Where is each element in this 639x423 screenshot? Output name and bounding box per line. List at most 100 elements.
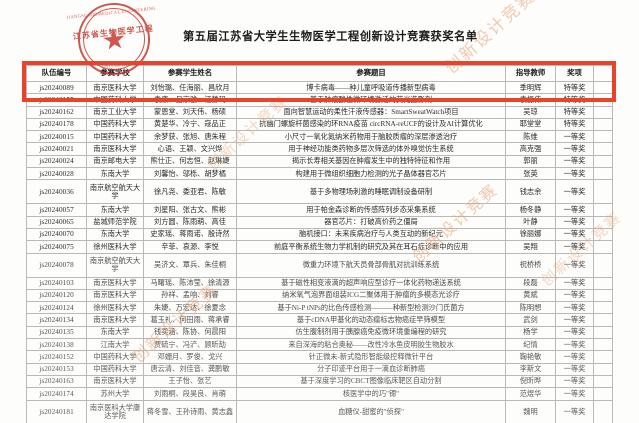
cell-school: 南京邮电大学: [86, 154, 144, 169]
cell-extra: [593, 203, 613, 217]
table-row: js20240057 东南大学 刘星阳、张古文、熊彬 用于帕金森诊断的传感阵列步态采集…: [26, 203, 613, 217]
cell-advisor: 钱志余: [505, 179, 556, 205]
cell-advisor: 郭丽: [505, 154, 556, 169]
cell-award: 一等奖: [555, 301, 594, 315]
cell-advisor: 耶堂堂: [505, 117, 556, 132]
cell-students: 心语、王颖、文兴烨: [143, 142, 237, 156]
table-row: js20240021 南京医科大学 心语、王颖、文兴烨 用于神经功能类药物多层次筛选的…: [26, 142, 613, 156]
cell-advisor: 陈维: [505, 130, 556, 144]
table-row: js20240089 南京医科大学 刘怡璐、任海丽、昌欣月 博卡病毒——种儿童呼吸道传…: [26, 80, 613, 95]
cell-students: 辛菲、哀源、李悦: [143, 240, 237, 254]
table-body: js20240089 南京医科大学 刘怡璐、任海丽、昌欣月 博卡病毒——种儿童呼吸道传…: [26, 80, 613, 423]
cell-team_id: js20240070: [26, 227, 87, 242]
cell-extra: [593, 80, 613, 95]
table-row: js20240181 南京医科大学康达学院 蒋冬雪、王孙诗雨、黄志鑫 血糖仪-甜蜜的"…: [26, 399, 613, 423]
cell-award: 一等奖: [555, 130, 594, 144]
cell-award: 特等奖: [555, 80, 594, 95]
cell-award: 一等奖: [555, 399, 594, 423]
cell-advisor: 李斯文: [505, 362, 556, 376]
column-header-extra: [593, 65, 613, 82]
cell-project: 基于磁性相变液滴的超声响应型诊疗一体化药物递送系统: [236, 276, 506, 290]
cell-team_id: js20240134: [26, 313, 87, 327]
cell-extra: [593, 362, 613, 376]
cell-project: 分子印迹平台用于一滴血诊断肺癌: [236, 362, 506, 376]
cell-school: 中国药科大学: [86, 130, 144, 144]
cell-school: 中国药科大学: [86, 362, 144, 376]
cell-extra: [593, 117, 613, 132]
cell-award: 一等奖: [555, 387, 594, 401]
cell-project: 前庭平衡系统生物力学机制的研究及其在耳石症诊断中的应用: [236, 240, 506, 254]
cell-project: 小尺寸一氧化氮纳米药物用于脑胶质瘤的深层渗透治疗: [236, 130, 506, 144]
cell-project: 针正微未-新式隐形智能级控释微针平台: [236, 350, 506, 364]
cell-students: 贾硫宁、冯浐、顾昕劼: [143, 338, 237, 352]
cell-team_id: js20240138: [26, 338, 87, 352]
cell-extra: [593, 374, 613, 389]
cell-students: 刘怡璐、任海丽、昌欣月: [143, 80, 237, 95]
cell-project: 基于多物理场刺激的睡眠调制设备研制: [236, 179, 506, 205]
cell-team_id: js20240174: [26, 387, 87, 401]
column-header-team-id: 队伍编号: [26, 65, 87, 82]
cell-advisor: 徐丽娜: [505, 227, 556, 242]
seal-outer-text-bottom: UNIVERSITY: [101, 61, 133, 70]
cell-award: 一等奖: [555, 252, 594, 278]
cell-team_id: js20240163: [26, 374, 87, 389]
cell-school: 东南大学: [86, 203, 144, 217]
cell-team_id: js20240124: [26, 301, 87, 315]
table-row: js20240162 南京工业大学 蒙恩堂、刘天伟、杨硕 面向智慧运动的柔性汗液传感器…: [26, 105, 613, 119]
cell-team_id: js20240103: [26, 276, 87, 290]
cell-advisor: 吴翔: [505, 240, 556, 254]
cell-extra: [593, 179, 613, 205]
cell-extra: [593, 105, 613, 119]
cell-award: 一等奖: [555, 215, 594, 229]
cell-project: 纳米氧气泡界面组装ICG二聚体用于肿瘤的多模态光诊疗: [236, 288, 506, 303]
cell-award: 一等奖: [555, 167, 594, 181]
seal-star-icon: [102, 28, 126, 52]
cell-team_id: js20240024: [26, 154, 87, 169]
cell-team_id: js20240135: [26, 325, 87, 340]
table-row: js20240152 中国药科大学 邓姗月、罗俊、戈兴 针正微未-新式隐形智能级控释微…: [26, 350, 613, 364]
cell-advisor: 鞠艳敏: [505, 350, 556, 364]
cell-students: 刘馨怡、邬栎、胡梦橘: [143, 167, 237, 181]
cell-students: 蒋冬雪、王孙诗雨、黄志鑫: [143, 399, 237, 423]
cell-school: 东南大学: [86, 227, 144, 242]
cell-students: 刘雨桐、段昊良、肖萌: [143, 387, 237, 401]
table-row: js20240075 徐州医科大学 辛菲、哀源、李悦 前庭平衡系统生物力学机制的研究及…: [26, 240, 613, 254]
cell-school: 徐州医科大学: [86, 240, 144, 254]
cell-award: 一等奖: [555, 154, 594, 169]
cell-extra: [593, 387, 613, 401]
cell-project: 博卡病毒——种儿童呼吸道传播新型病毒: [236, 80, 506, 95]
cell-award: 特等奖: [555, 117, 594, 132]
cell-extra: [593, 301, 613, 315]
cell-team_id: js20240152: [26, 350, 87, 364]
cell-project: 用于神经功能类药物多层次筛选的体外嗅觉仿生系统: [236, 142, 506, 156]
cell-project: 基于肿瘤酸性微环境激活的荧光造影剂: [236, 93, 506, 107]
cell-project: 基于深度学习的CBCT图像临床靶区自动分割: [236, 374, 506, 389]
cell-students: 刘方圆、陈雨萌、高佳: [143, 215, 237, 229]
cell-team_id: js20240178: [26, 117, 87, 132]
cell-school: 南京医科大学: [86, 313, 144, 327]
cell-team_id: js20240015: [26, 130, 87, 144]
table-row: js20240135 东南大学 钱卖涵、陈协、何晨阳 仿生腹制剂用于胰腺癌免疫微环境重…: [26, 325, 613, 340]
column-header-advisor: 指导教师: [505, 65, 556, 82]
cell-project: 血糖仪-甜蜜的"侦探": [236, 399, 506, 423]
document-header: JIANGSU BIOMEDICAL ENGINEERING 江苏省生物医学工程…: [0, 0, 639, 79]
cell-extra: [593, 130, 613, 144]
cell-advisor: 杨学: [505, 325, 556, 340]
page-title: 第五届江苏省大学生生物医学工程创新设计竞赛获奖名单: [183, 31, 478, 43]
table-row: js20240070 东南大学 史家瑶、蒋雨诺、殷诗然 脑机接口：未来疾病治疗与人类互…: [26, 227, 613, 242]
cell-students: 葛玉礼、何田雨、蒋承睿: [143, 313, 237, 327]
seal-outer-text-top: JIANGSU BIOMEDICAL ENGINEERING: [66, 5, 157, 20]
table-row: js20240120 南京医科大学 孙祥、孟响、刘睿 纳米氧气泡界面组装ICG二聚体用…: [26, 288, 613, 303]
table-row: js20240028 东南大学 刘馨怡、邬栎、胡梦橘 构建用于微组织细胞力检测的光子晶…: [26, 167, 613, 181]
cell-award: 一等奖: [555, 276, 594, 290]
cell-extra: [593, 338, 613, 352]
table-row: js20240153 中国药科大学 唐云清、刘佳音、龚鹏敏 分子印迹平台用于一滴血诊断…: [26, 362, 613, 376]
table-header-row: 队伍编号 参赛学校 参赛学生姓名 参赛题目 指导教师 奖项: [26, 65, 613, 82]
cell-team_id: js20240028: [26, 167, 87, 181]
table-row: js20240163 南京医科大学 王子怡、张艺 基于深度学习的CBCT图像临床靶区自…: [26, 374, 613, 389]
cell-team_id: js20240075: [26, 240, 87, 254]
cell-school: 南京医科大学康达学院: [86, 399, 144, 423]
cell-school: 南京医科大学: [86, 276, 144, 290]
cell-extra: [593, 142, 613, 156]
